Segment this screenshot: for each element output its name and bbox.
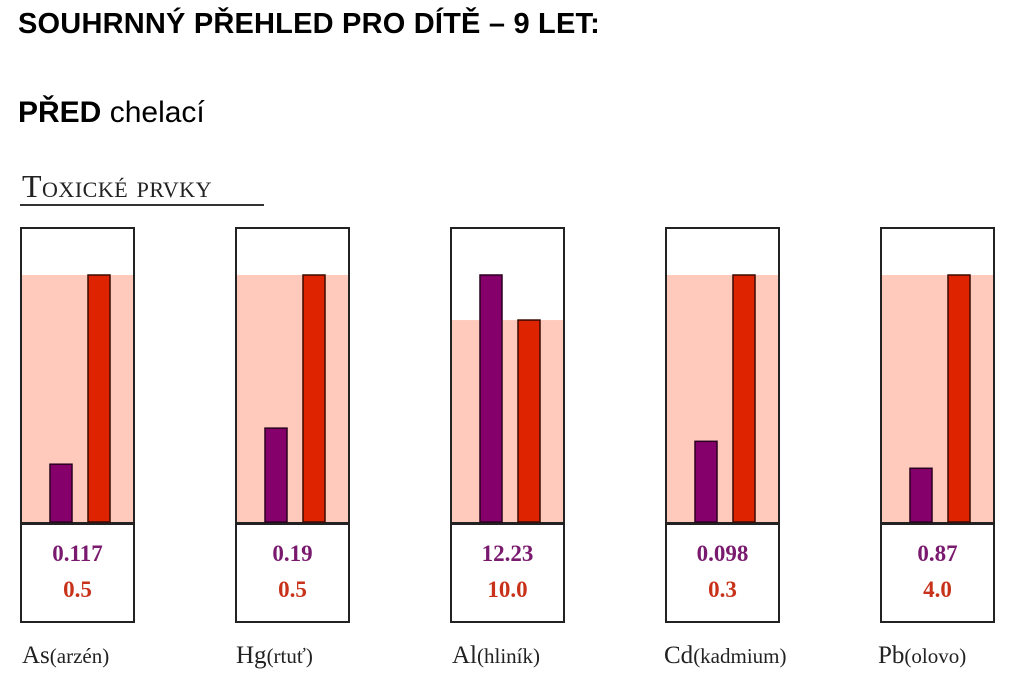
element-symbol: Cd (664, 642, 694, 669)
bar-measured-hg (264, 427, 288, 523)
bar-measured-pb (909, 467, 933, 523)
value-label-limit: 4.0 (923, 577, 952, 602)
bar-limit-pb (947, 274, 971, 523)
element-panel-cd: 0.098 0.3 (665, 227, 780, 623)
limit-zone (666, 275, 779, 522)
element-symbol: As (22, 642, 50, 669)
bar-limit-as (87, 274, 111, 523)
limit-zone (881, 275, 994, 522)
element-label-hg: Hg(rtuť) (236, 642, 436, 670)
element-name: (olovo) (904, 644, 967, 668)
element-label-pb: Pb(olovo) (878, 642, 1024, 670)
value-label-limit: 0.5 (278, 577, 307, 602)
value-label-limit: 10.0 (487, 577, 528, 602)
bar-panel-as (20, 227, 135, 524)
element-label-as: As(arzén) (22, 642, 222, 670)
bar-panel-cd (665, 227, 780, 524)
value-box: 0.19 0.5 (235, 523, 350, 623)
element-panel-as: 0.117 0.5 (20, 227, 135, 623)
limit-zone (21, 275, 134, 522)
subheading-rest: chelací (101, 96, 205, 129)
value-label-limit: 0.3 (708, 577, 737, 602)
bar-measured-cd (694, 440, 718, 523)
bar-limit-cd (732, 274, 756, 523)
element-symbol: Al (452, 642, 477, 669)
element-panel-hg: 0.19 0.5 (235, 227, 350, 623)
bar-panel-hg (235, 227, 350, 524)
element-label-al: Al(hliník) (452, 642, 652, 670)
value-label-measured: 0.098 (696, 541, 749, 566)
value-label-measured: 0.87 (917, 541, 958, 566)
subheading: PŘED chelací (18, 96, 205, 130)
value-label-measured: 0.117 (52, 541, 103, 566)
bar-measured-al (479, 274, 503, 523)
element-name: (hliník) (477, 644, 540, 668)
value-box: 0.87 4.0 (880, 523, 995, 623)
element-panel-pb: 0.87 4.0 (880, 227, 995, 623)
value-label-limit: 0.5 (63, 577, 92, 602)
element-name: (arzén) (49, 644, 110, 668)
bar-limit-al (517, 319, 541, 523)
bar-measured-as (49, 463, 73, 523)
subheading-bold: PŘED (18, 96, 102, 129)
section-title-underline (20, 204, 264, 206)
limit-zone (451, 320, 564, 522)
element-name: (rtuť) (266, 644, 313, 668)
element-label-cd: Cd(kadmium) (664, 642, 864, 670)
bar-panel-pb (880, 227, 995, 524)
element-symbol: Pb (878, 642, 905, 669)
value-box: 12.23 10.0 (450, 523, 565, 623)
value-label-measured: 12.23 (481, 541, 534, 566)
limit-zone (236, 275, 349, 522)
page-headline: SOUHRNNÝ PŘEHLED PRO DÍTĚ – 9 LET: (18, 8, 601, 40)
element-panel-al: 12.23 10.0 (450, 227, 565, 623)
value-box: 0.117 0.5 (20, 523, 135, 623)
value-box: 0.098 0.3 (665, 523, 780, 623)
value-label-measured: 0.19 (272, 541, 313, 566)
section-title: Toxické prvky (22, 168, 212, 204)
bar-panel-al (450, 227, 565, 524)
element-name: (kadmium) (693, 644, 787, 668)
bar-limit-hg (302, 274, 326, 523)
element-symbol: Hg (236, 642, 267, 669)
